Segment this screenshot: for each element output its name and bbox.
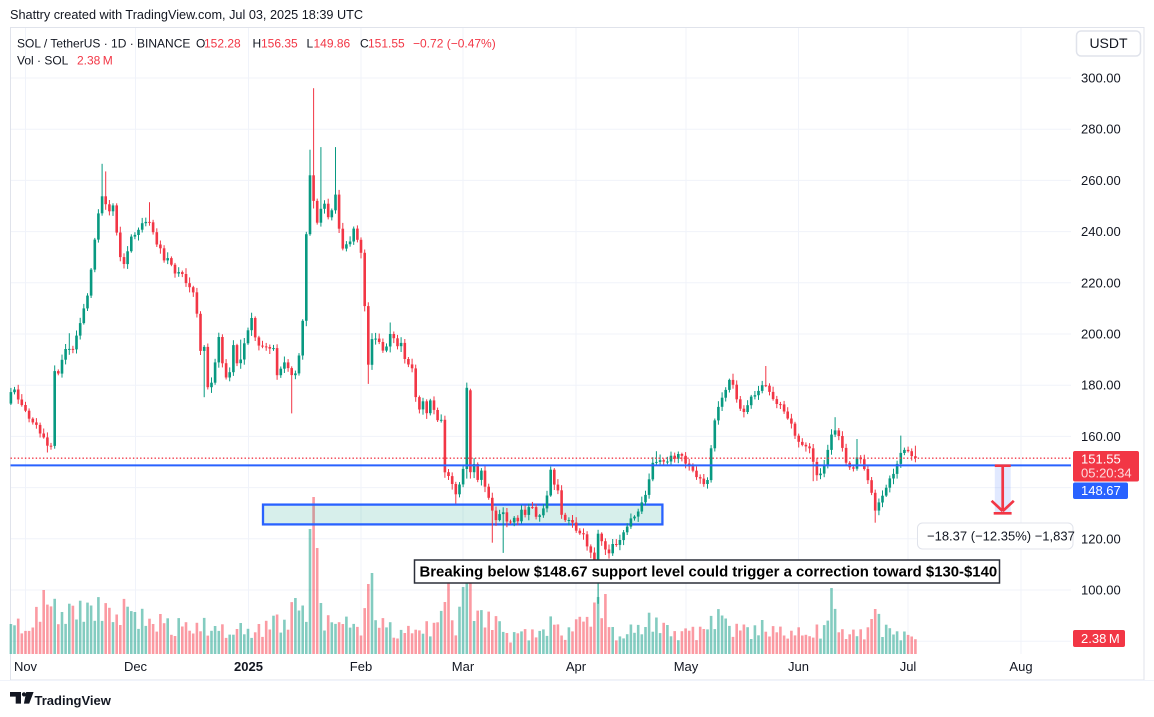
svg-text:L: L [307,37,314,51]
svg-text:USDT: USDT [1089,35,1128,51]
svg-text:Jul: Jul [900,659,917,674]
svg-text:156.35: 156.35 [261,37,298,51]
svg-text:TradingView: TradingView [35,693,112,708]
svg-text:Vol · SOL: Vol · SOL [17,54,69,68]
svg-text:2025: 2025 [234,659,263,674]
svg-text:240.00: 240.00 [1081,224,1121,239]
svg-text:Breaking below $148.67 support: Breaking below $148.67 support level cou… [420,565,998,581]
svg-text:300.00: 300.00 [1081,71,1121,86]
svg-text:Dec: Dec [124,659,148,674]
svg-text:100.00: 100.00 [1081,583,1121,598]
svg-text:160.00: 160.00 [1081,429,1121,444]
svg-text:May: May [674,659,699,674]
svg-text:H: H [253,37,262,51]
svg-text:120.00: 120.00 [1081,531,1121,546]
svg-text:220.00: 220.00 [1081,275,1121,290]
svg-text:Feb: Feb [350,659,372,674]
svg-text:C: C [360,37,369,51]
svg-text:280.00: 280.00 [1081,122,1121,137]
svg-text:−18.37 (−12.35%) −1,837: −18.37 (−12.35%) −1,837 [927,529,1075,544]
svg-text:2.38 M: 2.38 M [77,54,113,68]
svg-text:151.55: 151.55 [1081,452,1121,467]
svg-text:Aug: Aug [1009,659,1032,674]
svg-text:Jun: Jun [788,659,809,674]
svg-text:152.28: 152.28 [204,37,241,51]
svg-text:2.38 M: 2.38 M [1081,631,1120,646]
svg-text:Apr: Apr [566,659,587,674]
svg-text:05:20:34: 05:20:34 [1081,466,1132,481]
svg-text:149.86: 149.86 [314,37,351,51]
svg-text:Shattry created with TradingVi: Shattry created with TradingView.com, Ju… [10,8,363,22]
svg-text:148.67: 148.67 [1081,483,1121,498]
svg-text:−0.72 (−0.47%): −0.72 (−0.47%) [413,37,496,51]
svg-text:SOL / TetherUS · 1D · BINANCE: SOL / TetherUS · 1D · BINANCE [17,37,190,51]
svg-text:260.00: 260.00 [1081,173,1121,188]
svg-text:Mar: Mar [452,659,475,674]
svg-text:200.00: 200.00 [1081,327,1121,342]
svg-text:151.55: 151.55 [368,37,405,51]
svg-text:Nov: Nov [14,659,38,674]
svg-text:O: O [196,37,205,51]
svg-text:180.00: 180.00 [1081,378,1121,393]
